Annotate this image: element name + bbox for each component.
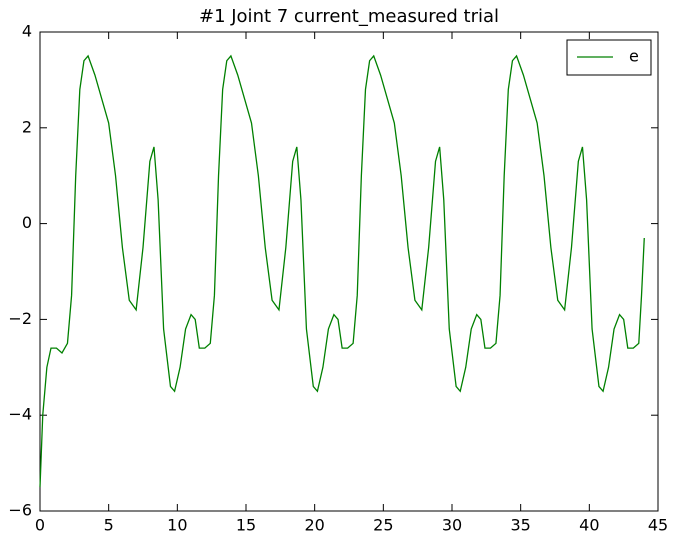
plot-frame: [39, 31, 659, 512]
x-tick-label: 35: [510, 516, 530, 535]
y-tick-label: 2: [22, 117, 32, 136]
x-tick-label: 40: [579, 516, 599, 535]
x-tick-label: 10: [167, 516, 187, 535]
x-tick-label: 5: [104, 516, 114, 535]
y-tick-label: −2: [8, 309, 32, 328]
legend-label: e: [629, 47, 639, 66]
y-tick-label: −4: [8, 405, 32, 424]
y-tick-label: 4: [22, 22, 32, 41]
chart-title: #1 Joint 7 current_measured trial: [199, 6, 499, 27]
y-tick-label: −6: [8, 501, 32, 520]
y-tick-label: 0: [22, 213, 32, 232]
x-tick-label: 30: [442, 516, 462, 535]
x-tick-label: 0: [35, 516, 45, 535]
series-line: [39, 54, 645, 488]
x-tick-label: 15: [236, 516, 256, 535]
x-tick-label: 45: [648, 516, 668, 535]
x-tick-label: 20: [304, 516, 324, 535]
x-tick-label: 25: [373, 516, 393, 535]
